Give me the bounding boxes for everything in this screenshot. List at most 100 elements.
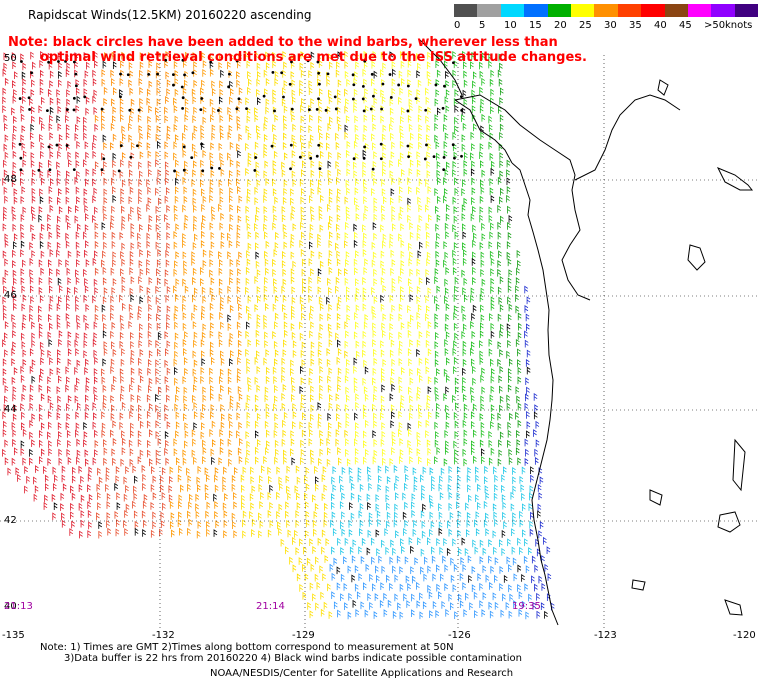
- wind-barb: [223, 510, 228, 519]
- wind-barb: [124, 510, 128, 518]
- wind-barb: [392, 223, 396, 232]
- wind-barb: [381, 178, 385, 187]
- wind-barb: [174, 260, 178, 269]
- wind-barb: [299, 321, 303, 330]
- wind-barb: [56, 357, 61, 365]
- wind-barb: [426, 251, 431, 260]
- wind-barb: [146, 267, 150, 276]
- wind-barb: [508, 456, 513, 465]
- wind-barb: [265, 267, 269, 276]
- wind-barb: [381, 267, 386, 276]
- wind-barb: [101, 429, 106, 438]
- wind-barb: [93, 332, 98, 341]
- wind-barb: [459, 600, 464, 609]
- wind-barb: [308, 258, 313, 266]
- wind-barb: [396, 555, 401, 564]
- wind-barb: [12, 413, 17, 422]
- wind-barb: [453, 215, 458, 224]
- wind-barb: [254, 356, 259, 365]
- wind-barb: [156, 98, 161, 107]
- wind-barb: [417, 386, 421, 395]
- wind-barb: [471, 584, 476, 593]
- wind-barb: [462, 340, 467, 349]
- wind-barb: [110, 177, 115, 186]
- wind-barb: [407, 197, 412, 206]
- wind-barb: [155, 187, 159, 196]
- wind-barb: [2, 68, 7, 77]
- wind-barb: [357, 467, 362, 476]
- wind-barb: [61, 474, 66, 483]
- wind-barb: [175, 421, 180, 430]
- wind-barb: [517, 348, 521, 357]
- wind-barb: [501, 529, 506, 538]
- wind-barb: [254, 304, 259, 312]
- wind-barb: [328, 89, 332, 98]
- wind-barb: [263, 293, 268, 302]
- wind-barb: [237, 447, 242, 456]
- wind-barb: [201, 188, 205, 197]
- quality-flag-dot: [65, 108, 69, 112]
- wind-barb: [416, 232, 421, 241]
- wind-barb: [385, 546, 390, 555]
- wind-barb: [3, 159, 7, 168]
- wind-barb: [308, 438, 313, 447]
- wind-barb: [264, 386, 269, 395]
- wind-barb: [401, 106, 405, 115]
- wind-barb: [12, 321, 17, 330]
- wind-barb: [310, 61, 315, 70]
- wind-barb: [281, 285, 286, 294]
- wind-barb: [237, 186, 241, 194]
- wind-barb: [138, 404, 142, 413]
- wind-barb: [452, 538, 456, 547]
- wind-barb: [326, 348, 331, 356]
- wind-barb: [184, 285, 189, 294]
- wind-barb: [229, 332, 234, 341]
- wind-barb: [31, 187, 36, 196]
- wind-barb: [373, 70, 378, 79]
- wind-barb: [338, 457, 342, 466]
- wind-barb: [309, 232, 314, 240]
- wind-barb: [453, 366, 457, 374]
- lon-label-126: -126: [448, 630, 471, 641]
- wind-barb: [211, 106, 216, 115]
- wind-barb: [345, 367, 350, 376]
- wind-barb: [448, 491, 453, 500]
- wind-barb: [156, 268, 160, 277]
- wind-barb: [4, 395, 8, 404]
- wind-barb: [299, 386, 304, 394]
- wind-barb: [390, 249, 395, 258]
- wind-barb: [492, 592, 497, 601]
- quality-flag-dot: [452, 61, 455, 65]
- wind-barb: [106, 512, 111, 520]
- wind-barb: [247, 159, 252, 167]
- quality-flag-dot: [371, 167, 375, 171]
- wind-barb: [401, 367, 405, 375]
- wind-barb: [472, 304, 477, 313]
- wind-barb: [272, 188, 277, 196]
- wind-barb: [355, 422, 359, 430]
- wind-barb: [130, 223, 135, 231]
- wind-barb: [146, 142, 151, 151]
- wind-barb: [425, 96, 430, 105]
- wind-barb: [273, 214, 277, 223]
- wind-barb: [416, 70, 420, 78]
- wind-barb: [146, 259, 150, 267]
- legend-swatch: [454, 4, 478, 17]
- wind-barb: [52, 483, 57, 491]
- wind-barb: [426, 151, 431, 160]
- wind-barb: [22, 206, 27, 215]
- wind-barb: [467, 467, 472, 475]
- wind-barb: [327, 277, 331, 286]
- wind-barb: [93, 321, 98, 330]
- wind-barb: [452, 394, 456, 403]
- wind-barb: [102, 231, 107, 240]
- wind-barb: [470, 287, 475, 296]
- wind-barb: [444, 251, 449, 260]
- wind-barb: [341, 511, 345, 520]
- wind-barb: [479, 413, 484, 421]
- wind-barb: [84, 249, 88, 258]
- wind-barb: [245, 142, 249, 151]
- wind-barb: [326, 132, 330, 141]
- wind-barb: [328, 367, 333, 376]
- wind-barb: [2, 411, 7, 420]
